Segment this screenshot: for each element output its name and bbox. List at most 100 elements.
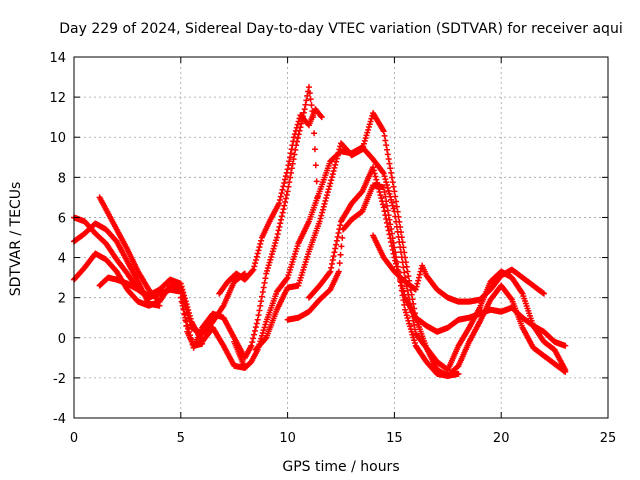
data-point (290, 156, 297, 163)
data-point (276, 223, 283, 230)
data-point (373, 176, 380, 183)
data-point (455, 370, 462, 377)
data-point (324, 192, 331, 199)
data-point (321, 200, 328, 207)
data-point (380, 128, 387, 135)
data-point (325, 186, 332, 193)
data-point (382, 193, 389, 200)
data-point (404, 315, 411, 322)
data-point (403, 312, 410, 319)
data-point (283, 191, 290, 198)
data-point (360, 143, 367, 150)
data-point (300, 109, 307, 116)
data-point (294, 121, 301, 128)
data-point (305, 84, 312, 91)
data-point (285, 162, 292, 169)
data-point (376, 188, 383, 195)
data-point (253, 320, 260, 327)
data-point (250, 335, 257, 342)
data-point (318, 212, 325, 219)
data-point (291, 151, 298, 158)
data-point (280, 206, 287, 213)
data-point (384, 207, 391, 214)
series-arc-12 (370, 232, 547, 305)
data-point (388, 196, 395, 203)
data-points (71, 84, 569, 379)
data-point (405, 317, 412, 324)
data-point (319, 206, 326, 213)
y-axis-ticks: -4 -2 0 2 4 6 8 10 12 14 (49, 51, 608, 427)
data-point (251, 263, 258, 270)
data-point (260, 327, 267, 334)
y-tick-label: 2 (58, 292, 66, 307)
data-point (397, 224, 404, 231)
data-point (273, 237, 280, 244)
data-point (386, 216, 393, 223)
x-tick-label: 10 (279, 431, 296, 446)
y-tick-label: 6 (58, 211, 66, 226)
data-point (283, 275, 290, 282)
data-point (283, 169, 290, 176)
data-point (384, 219, 391, 226)
data-point (180, 289, 187, 296)
data-point (256, 307, 263, 314)
data-point (289, 160, 296, 167)
data-point (416, 271, 423, 278)
data-point (401, 249, 408, 256)
data-point (382, 176, 389, 183)
data-point (183, 318, 190, 325)
data-point (396, 218, 403, 225)
data-point (335, 149, 342, 156)
data-point (405, 273, 412, 280)
data-point (268, 251, 275, 258)
data-point (186, 332, 193, 339)
data-point (324, 189, 331, 196)
data-point (177, 280, 184, 287)
data-point (383, 142, 390, 149)
data-point (399, 285, 406, 292)
data-point (219, 303, 226, 310)
data-point (311, 130, 318, 137)
data-point (274, 230, 281, 237)
data-point (407, 326, 414, 333)
data-point (562, 368, 569, 375)
data-point (278, 190, 285, 197)
data-point (259, 329, 266, 336)
data-point (388, 199, 395, 206)
data-point (363, 132, 370, 139)
y-axis-title: SDTVAR / TECUs (8, 182, 24, 297)
data-point (403, 263, 410, 270)
data-point (286, 158, 293, 165)
data-point (248, 342, 255, 349)
data-point (406, 320, 413, 327)
data-point (332, 245, 339, 252)
data-point (317, 113, 324, 120)
data-point (273, 234, 280, 241)
data-point (562, 342, 569, 349)
data-point (308, 102, 315, 109)
data-point (540, 290, 547, 297)
data-point (285, 183, 292, 190)
chart-title: Day 229 of 2024, Sidereal Day-to-day VTE… (59, 21, 622, 37)
data-point (252, 324, 259, 331)
data-point (390, 183, 397, 190)
data-point (155, 297, 162, 304)
data-point (256, 244, 263, 251)
data-point (187, 335, 194, 342)
data-point (335, 268, 342, 275)
data-point (279, 209, 286, 216)
data-point (380, 184, 387, 191)
data-point (252, 256, 259, 263)
y-tick-label: 12 (49, 91, 66, 106)
data-point (392, 257, 399, 264)
data-point (320, 203, 327, 210)
data-point (270, 245, 277, 252)
data-point (284, 188, 291, 195)
data-point (329, 171, 336, 178)
plot-frame (73, 56, 609, 419)
data-point (380, 170, 387, 177)
data-point (307, 96, 314, 103)
data-point (384, 223, 391, 230)
data-point (331, 249, 338, 256)
